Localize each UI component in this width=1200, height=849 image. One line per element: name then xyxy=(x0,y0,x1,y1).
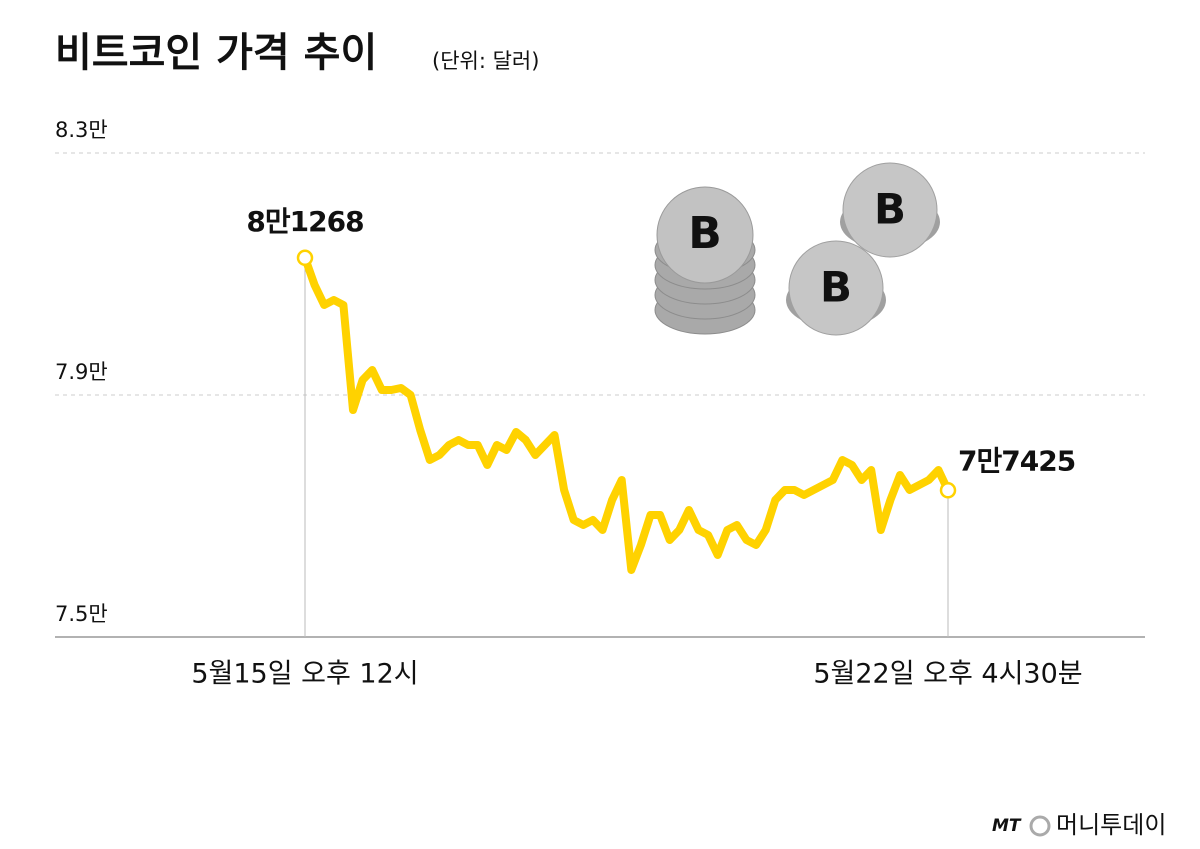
svg-text:B: B xyxy=(874,185,906,234)
y-tick-label: 7.9만 xyxy=(55,360,108,384)
point-marker xyxy=(296,249,314,267)
svg-text:B: B xyxy=(688,208,722,259)
logo-icon xyxy=(1029,815,1051,837)
coins-illustration: B B B xyxy=(654,162,940,336)
y-tick-label: 7.5만 xyxy=(55,602,108,626)
x-tick-label: 5월15일 오후 12시 xyxy=(191,659,418,690)
y-tick-label: 8.3만 xyxy=(55,118,108,142)
chart-subtitle: (단위: 달러) xyxy=(432,49,539,73)
logo-mark: MT xyxy=(992,816,1022,836)
point-marker xyxy=(939,482,957,499)
price-line xyxy=(301,253,952,574)
value-label: 7만7425 xyxy=(958,444,1075,477)
value-label: 8만1268 xyxy=(246,205,363,238)
svg-text:B: B xyxy=(820,263,852,312)
logo-name: 머니투데이 xyxy=(1056,811,1166,839)
chart-title: 비트코인 가격 추이 xyxy=(55,30,377,76)
x-tick-label: 5월22일 오후 4시30분 xyxy=(813,659,1082,690)
